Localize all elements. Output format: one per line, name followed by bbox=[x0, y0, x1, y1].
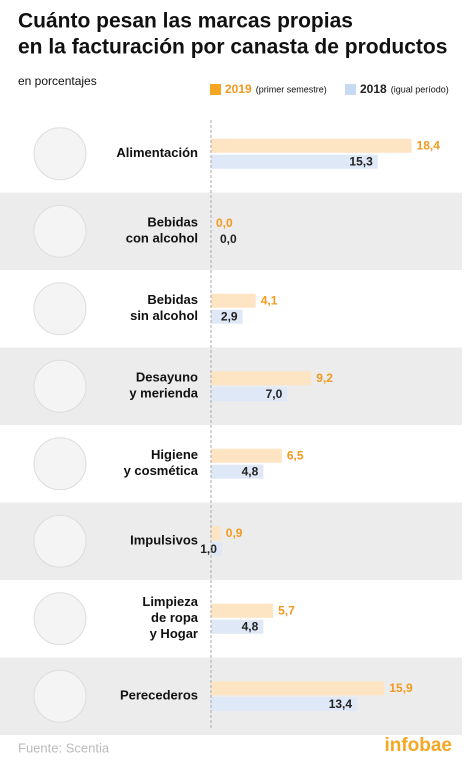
category-label: y merienda bbox=[129, 386, 198, 401]
icon bbox=[33, 204, 87, 258]
legend-swatch bbox=[210, 84, 221, 95]
bar bbox=[211, 697, 358, 712]
value-label: 0,9 bbox=[226, 526, 243, 540]
icon bbox=[33, 437, 87, 491]
bar bbox=[211, 371, 312, 386]
icon bbox=[33, 359, 87, 413]
value-label: 5,7 bbox=[278, 603, 295, 617]
category-label: y Hogar bbox=[150, 626, 198, 641]
bar bbox=[211, 138, 412, 153]
value-label: 4,1 bbox=[261, 293, 278, 307]
category-label: Impulsivos bbox=[130, 533, 198, 548]
value-label: 1,0 bbox=[200, 542, 217, 556]
icon bbox=[33, 127, 87, 181]
icon bbox=[33, 669, 87, 723]
bar bbox=[211, 293, 256, 308]
legend: 2019 (primer semestre) 2018 (igual período) bbox=[210, 82, 449, 96]
value-label: 4,8 bbox=[242, 619, 259, 633]
chart-title: en la facturación por canasta de product… bbox=[18, 36, 447, 59]
category-label: Perecederos bbox=[120, 688, 198, 703]
bar bbox=[211, 154, 378, 169]
legend-note: (igual período) bbox=[391, 84, 449, 94]
bar bbox=[211, 464, 264, 479]
bar bbox=[211, 526, 221, 541]
category-label: Alimentación bbox=[116, 145, 198, 160]
value-label: 4,8 bbox=[242, 464, 259, 478]
value-label: 15,3 bbox=[349, 154, 373, 168]
category-label: y cosmética bbox=[124, 463, 199, 478]
logo: infobae bbox=[384, 735, 452, 756]
category-label: Desayuno bbox=[136, 370, 198, 385]
value-label: 7,0 bbox=[266, 387, 283, 401]
value-label: 9,2 bbox=[316, 371, 333, 385]
value-label: 6,5 bbox=[287, 448, 304, 462]
category-label: con alcohol bbox=[126, 231, 198, 246]
bar bbox=[211, 681, 385, 696]
category-label: Bebidas bbox=[147, 215, 198, 230]
legend-label: 2019 bbox=[225, 82, 252, 96]
source: Fuente: Scentia bbox=[18, 740, 110, 755]
icon bbox=[33, 514, 87, 568]
legend-label: 2018 bbox=[360, 82, 387, 96]
chart-title: Cuánto pesan las marcas propias bbox=[18, 10, 353, 33]
value-label: 15,9 bbox=[389, 681, 413, 695]
category-label: Higiene bbox=[151, 447, 198, 462]
chart-subtitle: en porcentajes bbox=[18, 74, 97, 88]
legend-note: (primer semestre) bbox=[256, 84, 327, 94]
value-label: 0,0 bbox=[216, 216, 233, 230]
category-label: de ropa bbox=[151, 610, 199, 625]
legend-swatch bbox=[345, 84, 356, 95]
bar bbox=[211, 542, 222, 557]
bar bbox=[211, 387, 288, 402]
value-label: 18,4 bbox=[417, 138, 441, 152]
icon bbox=[33, 592, 87, 646]
bar bbox=[211, 603, 274, 618]
value-label: 2,9 bbox=[221, 309, 238, 323]
value-label: 13,4 bbox=[329, 697, 353, 711]
bar bbox=[211, 309, 243, 324]
icon bbox=[33, 282, 87, 336]
bar bbox=[211, 619, 264, 634]
bar bbox=[211, 448, 282, 463]
category-label: Limpieza bbox=[142, 594, 198, 609]
category-label: Bebidas bbox=[147, 292, 198, 307]
category-label: sin alcohol bbox=[130, 308, 198, 323]
value-label: 0,0 bbox=[220, 232, 237, 246]
